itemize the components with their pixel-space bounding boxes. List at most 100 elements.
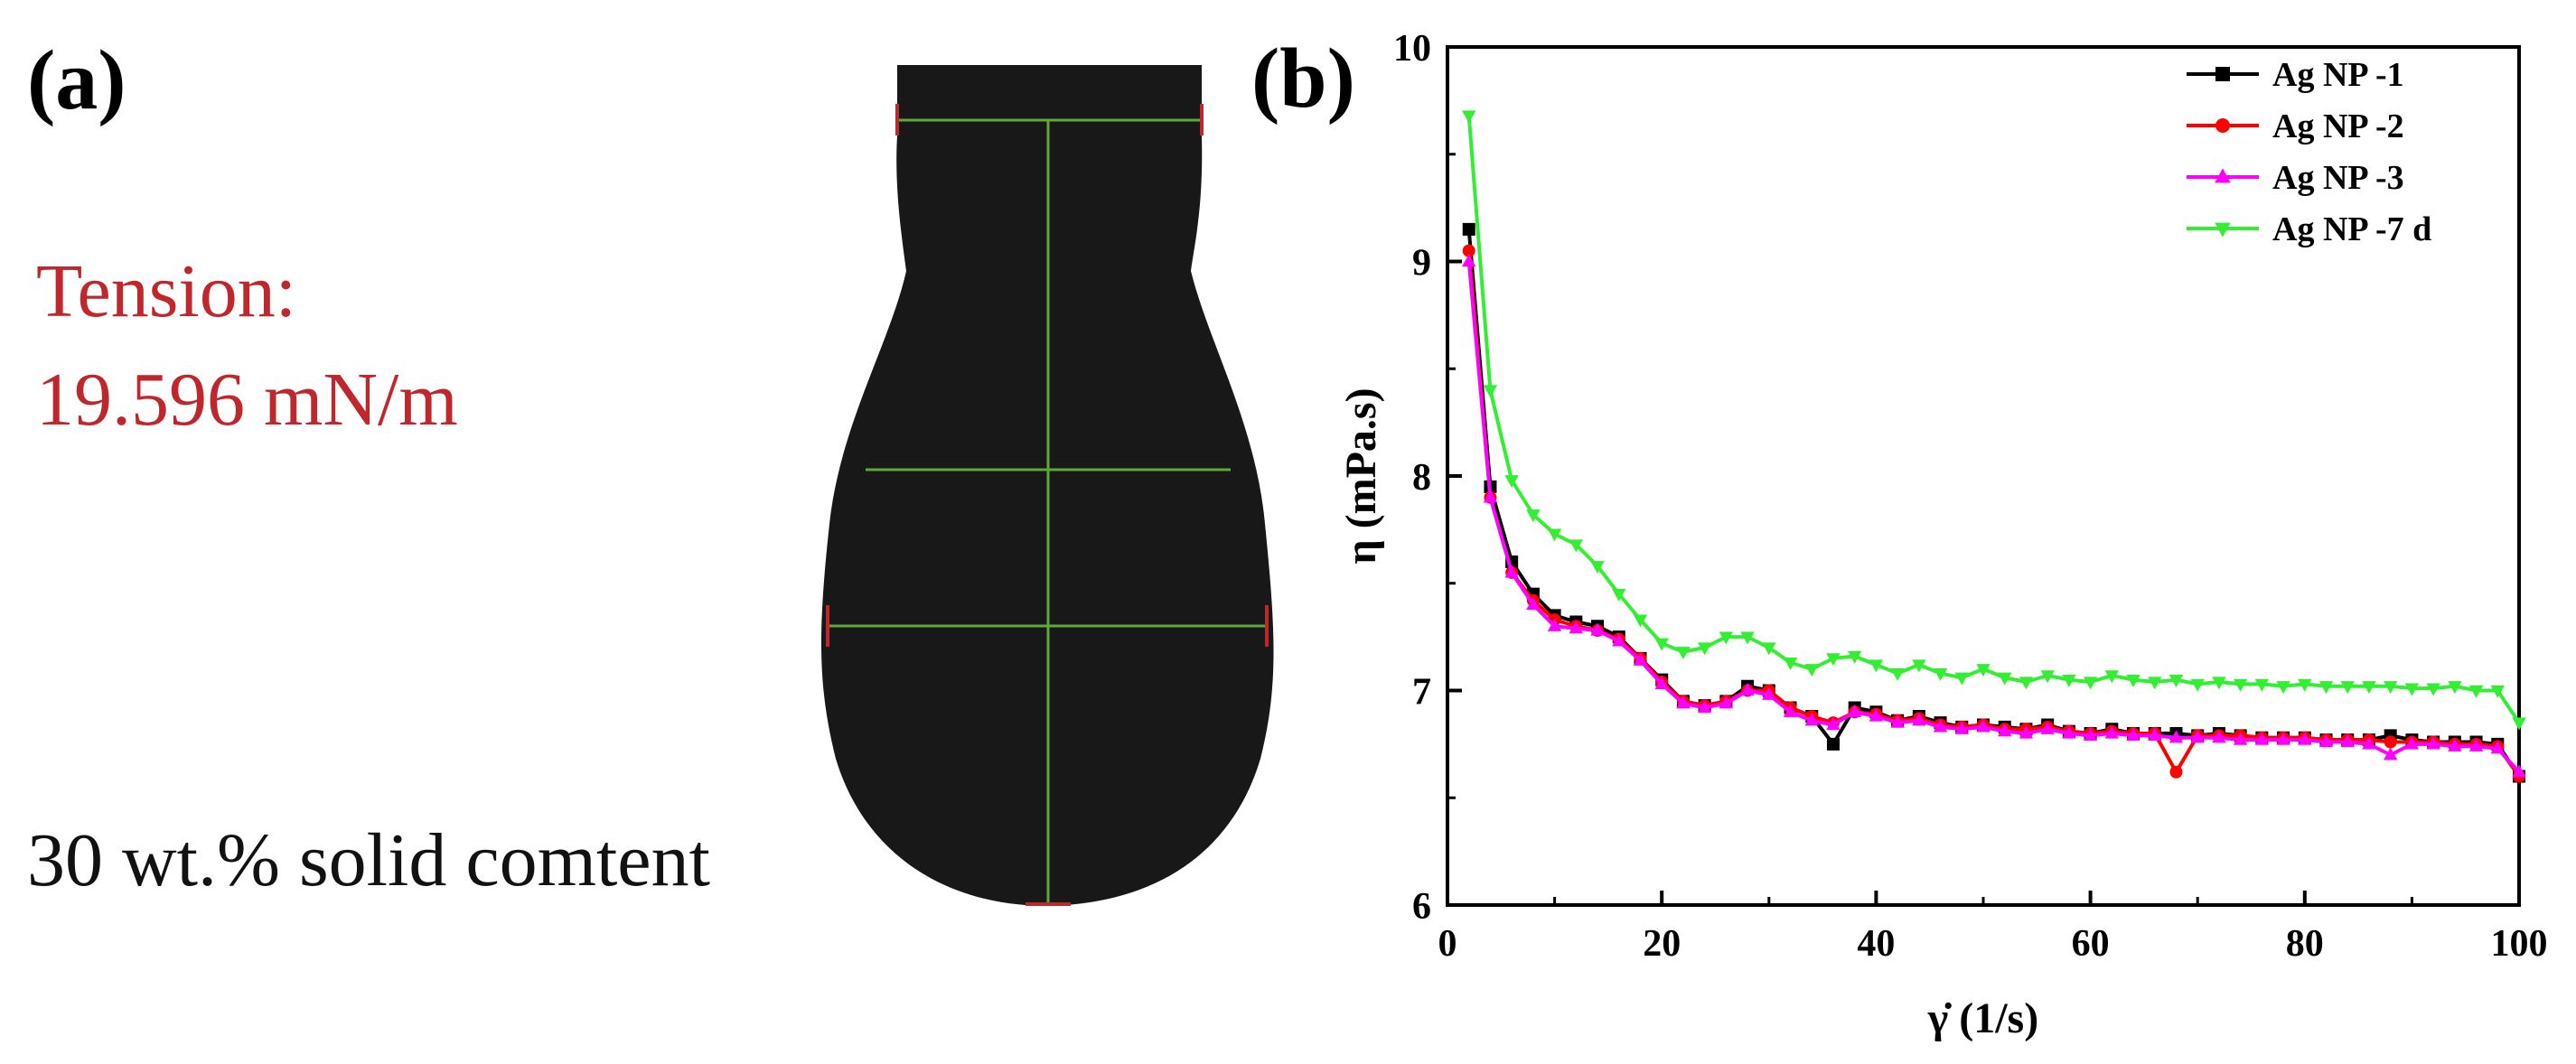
series-4: [1462, 110, 2526, 731]
data-point: [1847, 704, 1862, 717]
data-point: [2276, 732, 2290, 745]
data-point: [2426, 736, 2440, 750]
data-point: [1740, 683, 1755, 696]
y-tick-label: 9: [1412, 243, 1431, 285]
data-point: [1869, 659, 1884, 673]
data-point: [1954, 672, 1969, 686]
x-axis-title: γ̇ (1/s): [1927, 994, 2038, 1042]
data-point: [1526, 597, 1541, 611]
data-point: [1847, 650, 1862, 664]
data-point: [2040, 670, 2055, 684]
data-point: [1547, 528, 1562, 542]
data-point: [2362, 736, 2376, 750]
panel-a-label: (a): [27, 33, 126, 127]
data-point: [1976, 719, 1991, 733]
y-tick-label: 7: [1412, 672, 1431, 714]
legend-swatch-marker: [2215, 67, 2230, 81]
data-point: [1954, 721, 1969, 734]
data-point: [2362, 681, 2376, 695]
panel-a: (a) Tension: 19.596 mN/m 30 wt.% solid c…: [27, 33, 1274, 906]
data-point: [2148, 677, 2162, 690]
data-point: [2083, 727, 2098, 741]
tension-value: 19.596 mN/m: [36, 358, 458, 442]
legend: Ag NP -1 Ag NP -2 Ag NP -3 Ag NP -7 d: [2187, 56, 2431, 248]
data-point: [1890, 667, 1905, 681]
data-point: [1526, 509, 1541, 523]
x-tick-label: 40: [1857, 923, 1895, 965]
series-layer: [1462, 110, 2526, 783]
data-point: [1740, 631, 1755, 645]
data-point: [1633, 614, 1648, 628]
x-tick-label: 20: [1643, 923, 1681, 965]
y-axis-title: η (mPa.s): [1337, 387, 1385, 564]
data-point: [2254, 732, 2270, 745]
data-point: [2254, 678, 2270, 692]
legend-label: Ag NP -7 d: [2272, 210, 2431, 248]
series-2: [1462, 244, 2525, 783]
data-point: [1462, 254, 1476, 267]
data-point: [1483, 385, 1498, 398]
series-3: [1462, 254, 2526, 778]
data-point: [2169, 730, 2184, 743]
series-1: [1462, 222, 2525, 783]
data-point: [2404, 683, 2420, 696]
data-point: [2298, 678, 2312, 692]
data-point: [1912, 659, 1926, 673]
data-point: [1612, 633, 1626, 647]
data-point: [1590, 561, 1605, 574]
data-point: [2126, 727, 2140, 741]
data-point: [1912, 713, 1926, 726]
data-point: [1998, 672, 2012, 686]
data-point: [1612, 589, 1626, 602]
data-point: [2468, 685, 2484, 698]
data-point: [1719, 695, 1734, 709]
data-point: [1804, 713, 1819, 726]
x-tick-label: 100: [2491, 923, 2548, 965]
data-point: [1590, 622, 1605, 636]
data-point: [1804, 664, 1819, 677]
data-point: [2512, 717, 2526, 731]
series-line: [1466, 229, 2521, 778]
data-point: [1633, 652, 1648, 666]
data-point: [2169, 675, 2184, 688]
data-point: [1826, 717, 1841, 731]
data-point: [1976, 664, 1991, 677]
data-point: [1933, 667, 1948, 681]
data-point: [1719, 631, 1734, 645]
data-point: [2062, 725, 2076, 739]
data-point: [2384, 735, 2397, 749]
data-point: [1504, 475, 1519, 489]
data-point: [2019, 725, 2034, 739]
data-point: [2383, 747, 2398, 761]
tension-label: Tension:: [36, 249, 296, 333]
series-line: [1466, 115, 2521, 724]
data-point: [2448, 681, 2462, 695]
panel-b-label: (b): [1251, 32, 1355, 126]
x-tick-label: 0: [1438, 923, 1457, 965]
data-point: [2383, 681, 2398, 695]
panel-b: (b) 0 20 40 60 80 100 6 7 8 9 10 γ̇ (1/s) η (mPa.s…: [1251, 28, 2548, 1042]
x-tick-label: 80: [2286, 923, 2324, 965]
data-point: [2040, 721, 2055, 734]
y-tick-label: 10: [1393, 28, 1431, 70]
legend-swatch-marker: [2215, 168, 2231, 183]
data-point: [2340, 734, 2355, 748]
data-point: [1654, 638, 1669, 651]
data-point: [2490, 685, 2505, 698]
data-point: [2062, 675, 2076, 688]
legend-label: Ag NP -3: [2272, 159, 2404, 197]
data-point: [1762, 686, 1776, 700]
data-point: [2169, 765, 2183, 779]
data-point: [1762, 642, 1776, 656]
data-point: [2468, 738, 2484, 751]
data-point: [2512, 764, 2526, 778]
data-point: [1462, 110, 1476, 124]
data-point: [1783, 704, 1798, 717]
data-point: [1504, 565, 1519, 578]
data-point: [2019, 677, 2034, 690]
data-point: [2318, 734, 2334, 748]
data-point: [1697, 642, 1712, 656]
data-point: [1697, 700, 1712, 714]
data-point: [2448, 738, 2462, 751]
